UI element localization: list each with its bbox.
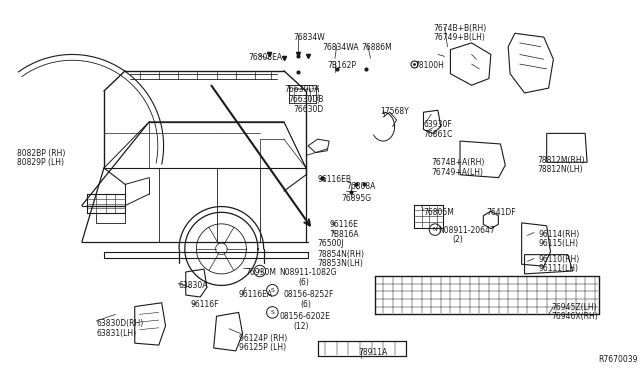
- Text: 96110(RH): 96110(RH): [539, 255, 580, 264]
- Text: 76834WA: 76834WA: [323, 43, 359, 52]
- Text: 63830D(RH): 63830D(RH): [96, 319, 143, 328]
- Text: 8082BP (RH): 8082BP (RH): [17, 149, 66, 158]
- Text: N: N: [257, 269, 262, 273]
- Text: 96116EA: 96116EA: [239, 290, 273, 299]
- Text: 78911A: 78911A: [358, 348, 387, 357]
- Text: 76834W: 76834W: [294, 33, 325, 42]
- Text: 96125P (LH): 96125P (LH): [239, 343, 286, 352]
- Text: 76895G: 76895G: [342, 194, 372, 203]
- Text: 96111(LH): 96111(LH): [539, 264, 579, 273]
- Text: N: N: [433, 227, 437, 232]
- Text: 78853N(LH): 78853N(LH): [317, 259, 364, 269]
- Text: 76886M: 76886M: [361, 43, 392, 52]
- Text: 76805M: 76805M: [424, 208, 454, 218]
- Text: N08911-1082G: N08911-1082G: [279, 268, 337, 277]
- Text: 78854N(RH): 78854N(RH): [317, 250, 365, 259]
- Text: 96116EB: 96116EB: [317, 175, 351, 184]
- Text: 76749+A(LH): 76749+A(LH): [431, 168, 483, 177]
- Text: 63930F: 63930F: [424, 120, 452, 129]
- Text: 7641DF: 7641DF: [486, 208, 516, 218]
- Text: S: S: [271, 310, 275, 315]
- Text: 7674B+A(RH): 7674B+A(RH): [431, 158, 484, 167]
- Text: 17568Y: 17568Y: [380, 108, 409, 116]
- Text: 76500J: 76500J: [317, 239, 344, 248]
- Text: 63831(LH): 63831(LH): [96, 329, 136, 338]
- Text: 76946X(RH): 76946X(RH): [552, 312, 598, 321]
- Text: 7B816A: 7B816A: [329, 230, 359, 238]
- Text: R7670039: R7670039: [598, 355, 638, 364]
- Text: 7674B+B(RH): 7674B+B(RH): [433, 24, 486, 33]
- Text: N08911-20647: N08911-20647: [438, 226, 495, 235]
- Text: 76945Z(LH): 76945Z(LH): [552, 303, 597, 312]
- Text: 76749+B(LH): 76749+B(LH): [433, 33, 485, 42]
- Text: (12): (12): [294, 322, 309, 331]
- Text: 96116F: 96116F: [191, 300, 219, 309]
- Text: (6): (6): [298, 278, 309, 287]
- Text: 76930M: 76930M: [245, 268, 276, 277]
- Text: 76630D: 76630D: [294, 105, 324, 113]
- Text: (2): (2): [452, 235, 463, 244]
- Text: 08156-6202E: 08156-6202E: [279, 312, 330, 321]
- Text: 76808EA: 76808EA: [248, 52, 282, 61]
- Text: 78812N(LH): 78812N(LH): [537, 165, 582, 174]
- Text: 96115(LH): 96115(LH): [539, 239, 579, 248]
- Text: 76630DB: 76630DB: [289, 95, 324, 104]
- Text: 96124P (RH): 96124P (RH): [239, 334, 287, 343]
- Text: 08156-8252F: 08156-8252F: [284, 290, 334, 299]
- Text: 96114(RH): 96114(RH): [539, 230, 580, 238]
- Text: (6): (6): [300, 300, 311, 309]
- Text: 63830A: 63830A: [178, 280, 207, 290]
- Text: 78812M(RH): 78812M(RH): [537, 155, 585, 164]
- Text: 7B162P: 7B162P: [327, 61, 356, 70]
- Text: 76808A: 76808A: [346, 182, 376, 192]
- Text: 78100H: 78100H: [414, 61, 444, 70]
- Text: 76630DA: 76630DA: [284, 85, 319, 94]
- Text: S: S: [271, 288, 275, 293]
- Text: 76861C: 76861C: [424, 129, 453, 138]
- Text: 80829P (LH): 80829P (LH): [17, 158, 65, 167]
- Text: 96116E: 96116E: [329, 220, 358, 229]
